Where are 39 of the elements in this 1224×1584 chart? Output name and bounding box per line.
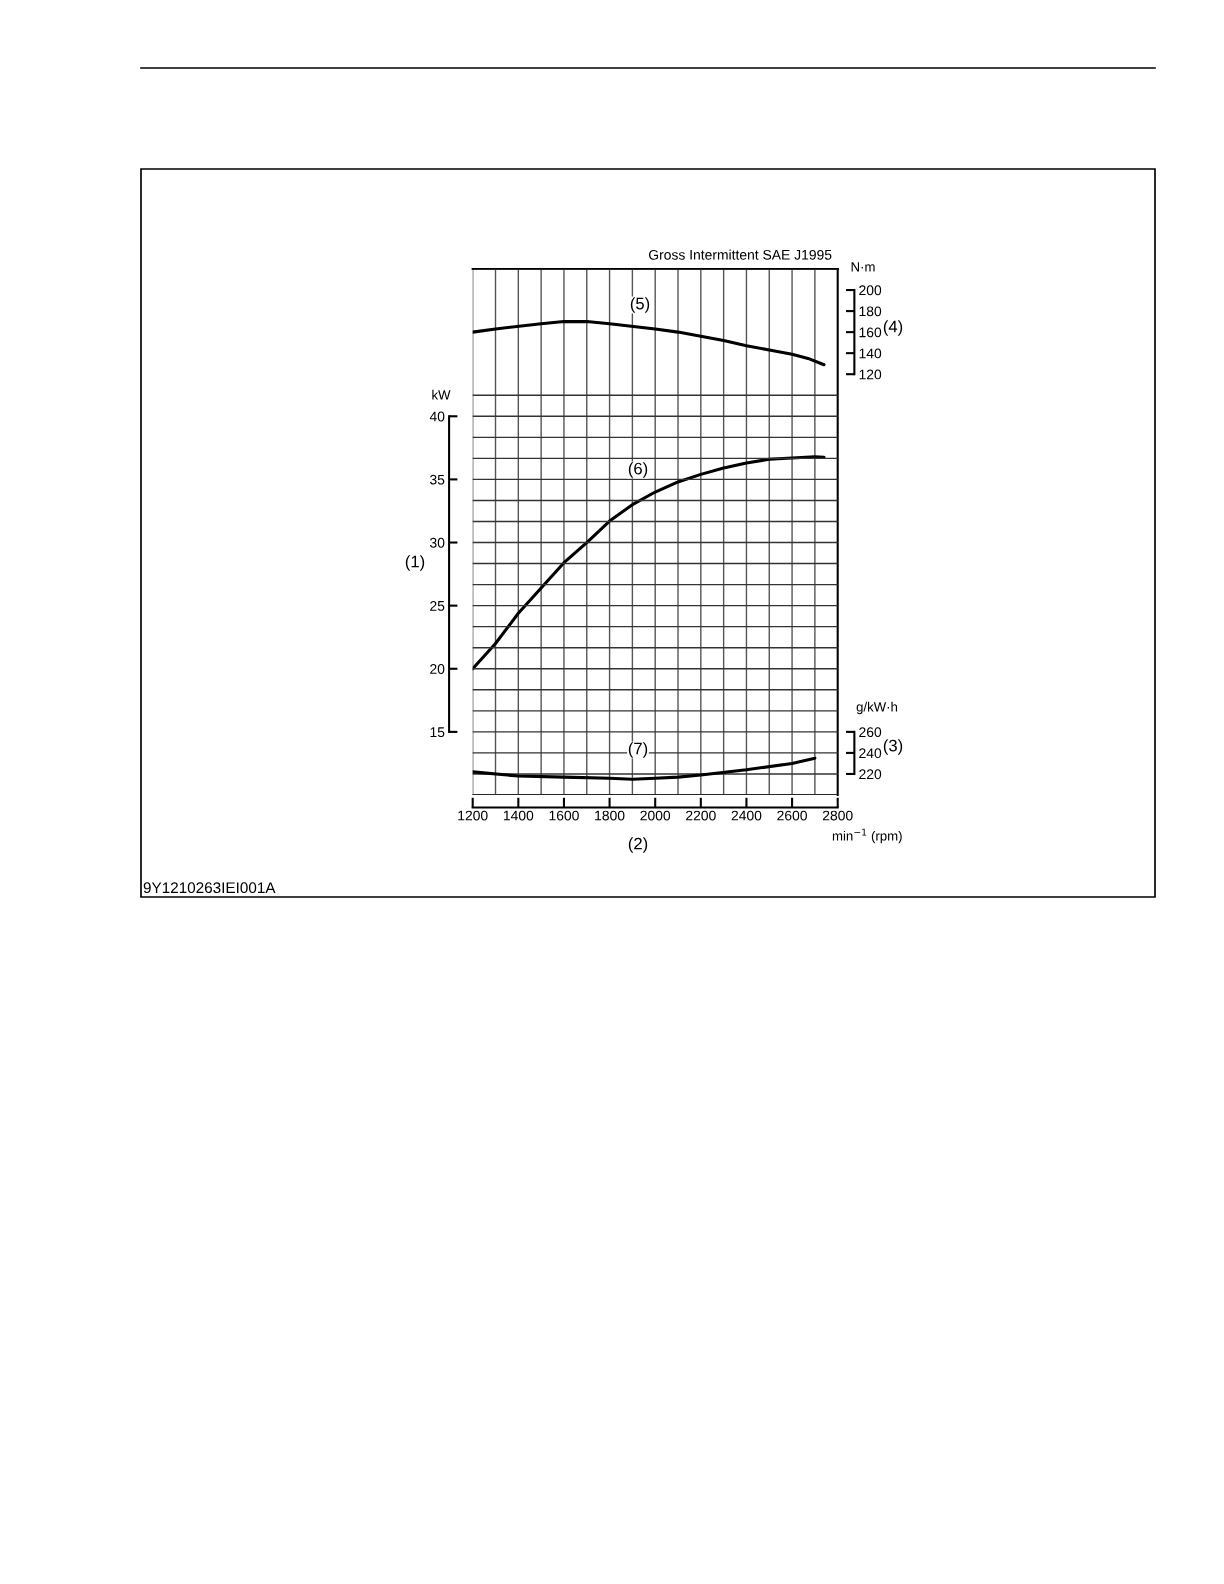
annotation: (6) [628,462,648,478]
x-tick-label: 1200 [458,810,488,821]
y2-tick-label: 200 [859,285,882,296]
y2-axis-title: N·m [851,262,875,272]
y-tick-label: 25 [430,600,445,611]
y2-tick-label: 140 [859,348,882,359]
text: (1) [405,555,425,571]
y3-tick-label: 240 [859,748,882,759]
y2-tick-label: 160 [859,327,882,338]
text: 9Y1210263IEI001A [143,882,276,894]
y3-axis-title: g/kW·h [856,701,898,715]
y2-tick-label: 120 [859,369,882,380]
annotation: (7) [628,742,648,758]
x-tick-label: 1400 [503,810,534,821]
text: (4) [883,320,903,336]
x-tick-label: 1800 [595,810,625,821]
y-tick-label: 20 [430,664,445,674]
x-tick-label: 2400 [731,810,762,821]
y3-tick-label: 220 [859,769,882,780]
x-tick-label: 2200 [686,810,716,821]
y-tick-label: 40 [429,411,445,422]
x-axis-title: min$^{−1}$ (rpm) [832,828,902,844]
chart-title: Gross Intermittent SAE J1995 [648,249,832,260]
annotation: (5) [630,297,650,313]
x-tick-label: 2000 [640,810,671,821]
line-series [472,320,826,367]
x-tick-label: 2600 [777,810,807,821]
line-series [472,756,817,781]
line-series [472,455,826,671]
y3-tick-label: 260 [859,727,882,738]
y-tick-label: 35 [430,474,445,485]
y2-tick-label: 180 [859,306,882,317]
x-tick-label: 1600 [549,810,579,821]
y-tick-label: 30 [430,537,445,548]
text: (3) [883,739,903,755]
text: (2) [628,837,648,853]
y-axis-title: kW [432,389,451,400]
y-tick-label: 15 [430,727,445,738]
x-tick-label: 2800 [822,810,853,821]
